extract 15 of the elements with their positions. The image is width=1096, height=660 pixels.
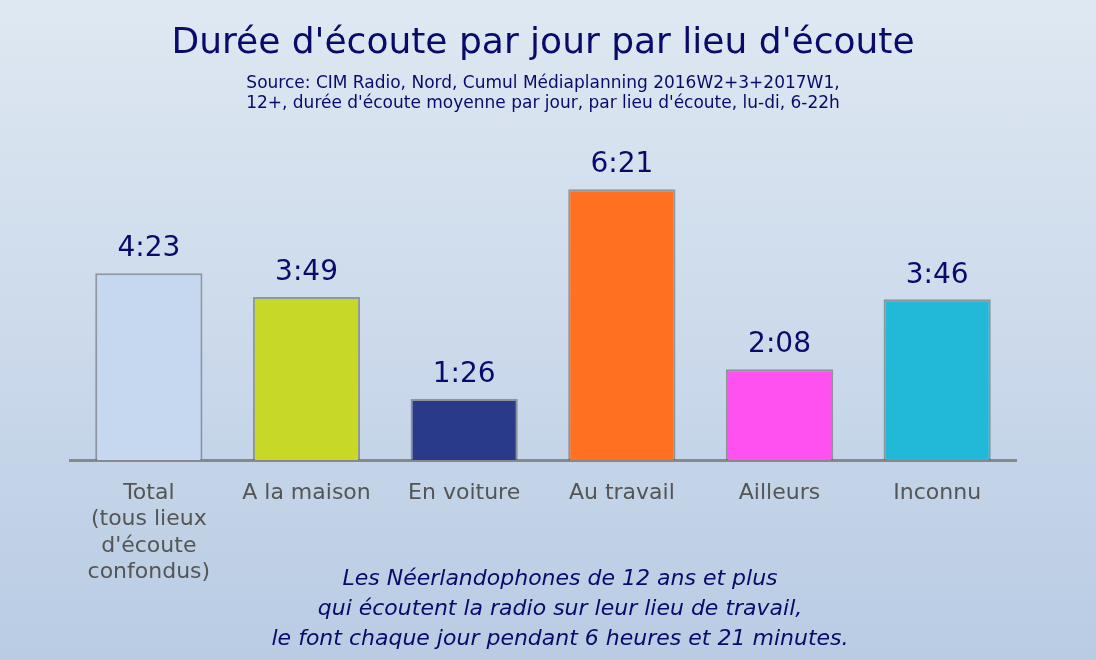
x-tick-label: A la maison (242, 478, 371, 504)
data-label: 2:08 (748, 326, 811, 360)
chart-title: Durée d'écoute par jour par lieu d'écoute (171, 19, 915, 61)
x-tick-label: Au travail (568, 478, 675, 504)
data-label: 1:26 (432, 356, 496, 390)
data-label: 6:21 (590, 146, 654, 180)
data-label: 4:23 (117, 230, 181, 264)
data-label: 3:49 (275, 254, 338, 288)
chart-subtitle: Source: CIM Radio, Nord, Cumul Médiaplanning 2016W2+3+2017W1, 12+, durée d'écoute moyenne par jour, par lieu d'écoute, lu-di, 6-22h (246, 71, 840, 113)
x-tick-label: Inconnu (893, 478, 982, 504)
text: Les Néerlandophones de 12 ans et plus qui écoutent la radio sur leur lieu de travail, le font chaque jour pendant 6 heures et 21 minutes. (271, 565, 849, 650)
data-label: 3:46 (905, 256, 969, 290)
x-tick-label: Ailleurs (738, 478, 821, 504)
x-tick-label: Total (tous lieux d'écoute confondus) (87, 478, 211, 584)
x-tick-label: En voiture (408, 478, 521, 504)
